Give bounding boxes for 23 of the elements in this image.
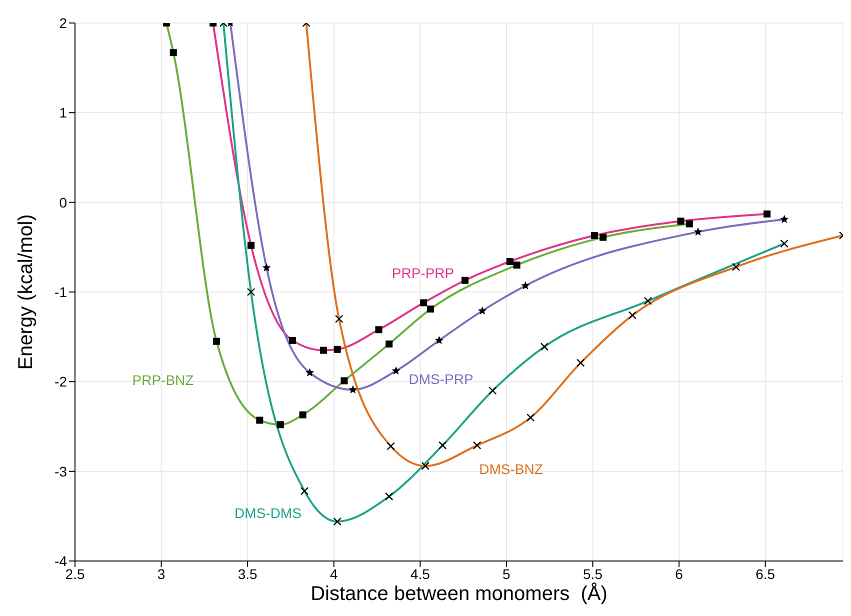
y-tick-label: -4 — [54, 552, 68, 569]
x-tick-label: 5.5 — [583, 566, 603, 582]
x-tick-label: 3.5 — [238, 566, 258, 582]
x-tick-label: 6 — [675, 566, 684, 582]
x-tick-label: 4 — [330, 566, 338, 582]
y-tick-label: -2 — [54, 374, 68, 390]
x-tick-label: 2.5 — [65, 566, 85, 582]
y-tick-label: 0 — [59, 194, 68, 210]
series-label: DMS-DMS — [234, 505, 302, 521]
x-tick-label: 5 — [502, 566, 511, 582]
text: PRP-BNZ — [132, 372, 194, 388]
series-label: PRP-PRP — [392, 265, 454, 281]
series-label: DMS-PRP — [408, 371, 474, 387]
y-tick-label: -3 — [54, 463, 68, 480]
x-axis-title: Distance between monomers (Å) — [310, 582, 608, 605]
x-tick-label: 4.5 — [410, 566, 430, 582]
y-tick-label: -1 — [54, 284, 68, 300]
x-tick-label: 3 — [157, 566, 166, 582]
x-tick-label: 6.5 — [756, 566, 776, 582]
y-tick-label: 2 — [59, 14, 68, 31]
series-label: DMS-BNZ — [479, 461, 544, 477]
y-axis-title: Energy (kcal/mol) — [15, 214, 38, 370]
y-tick-label: 1 — [59, 104, 68, 121]
